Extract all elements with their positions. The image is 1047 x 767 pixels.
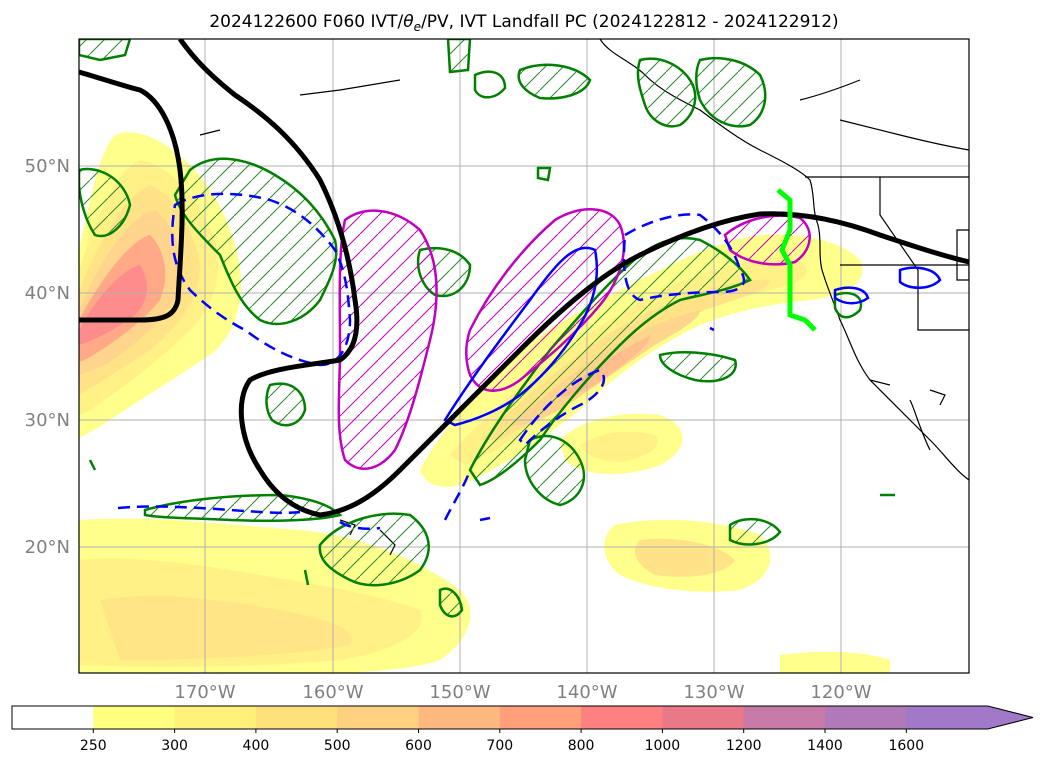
- lon-label-160w: 160°W: [302, 682, 363, 703]
- colorbar-tick-label: 1600: [888, 738, 924, 754]
- lat-label-50: 50°N: [25, 156, 70, 177]
- colorbar-tick-label: 600: [405, 738, 432, 754]
- lat-label-30: 30°N: [25, 410, 70, 431]
- map-area: [79, 39, 969, 673]
- colorbar-tick-label: 1400: [807, 738, 843, 754]
- lat-labels: 50°N 40°N 30°N 20°N: [25, 156, 70, 558]
- colorbar-tick-label: 800: [568, 738, 595, 754]
- colorbar-tick-label: 1000: [645, 738, 681, 754]
- lat-label-40: 40°N: [25, 283, 70, 304]
- colorbar-segment: [743, 706, 826, 729]
- colorbar-segment: [12, 706, 94, 729]
- lon-label-150w: 150°W: [429, 682, 490, 703]
- colorbar-segment: [418, 706, 501, 729]
- colorbar-segment: [255, 706, 338, 729]
- pc-contours: [337, 208, 811, 470]
- colorbar: 250 300 400 500 600 700 800 1000 1200 1400 1600: [11, 705, 1034, 754]
- lon-labels: 170°W 160°W 150°W 140°W 130°W 120°W: [174, 682, 871, 703]
- colorbar-segment: [906, 706, 989, 729]
- colorbar-segment: [581, 706, 663, 729]
- lon-label-170w: 170°W: [174, 682, 235, 703]
- colorbar-tick-label: 300: [161, 738, 188, 754]
- landfall-line: [776, 188, 817, 332]
- colorbar-segment: [825, 706, 907, 729]
- colorbar-tick-label: 250: [80, 738, 107, 754]
- map-frame: [78, 38, 970, 674]
- colorbar-tick-label: 500: [324, 738, 351, 754]
- colorbar-segment: [662, 706, 745, 729]
- colorbar-extend-arrow: [987, 705, 1034, 730]
- jet-contours: [79, 39, 969, 518]
- lat-label-20: 20°N: [25, 537, 70, 558]
- lon-label-130w: 130°W: [683, 682, 744, 703]
- lon-label-140w: 140°W: [556, 682, 617, 703]
- theta-contours-solid: [443, 246, 942, 427]
- colorbar-tick-label: 1200: [726, 738, 762, 754]
- colorbar-tick-label: 700: [486, 738, 513, 754]
- lon-label-120w: 120°W: [810, 682, 871, 703]
- colorbar-segment: [337, 706, 419, 729]
- theta-contours-dashed: [117, 192, 746, 530]
- colorbar-tick-label: 400: [243, 738, 270, 754]
- colorbar-segment: [499, 706, 582, 729]
- figure-title: 2024122600 F060 IVT/θe/PV, IVT Landfall …: [209, 12, 838, 34]
- colorbar-segment: [174, 706, 257, 729]
- colorbar-segment: [93, 706, 176, 729]
